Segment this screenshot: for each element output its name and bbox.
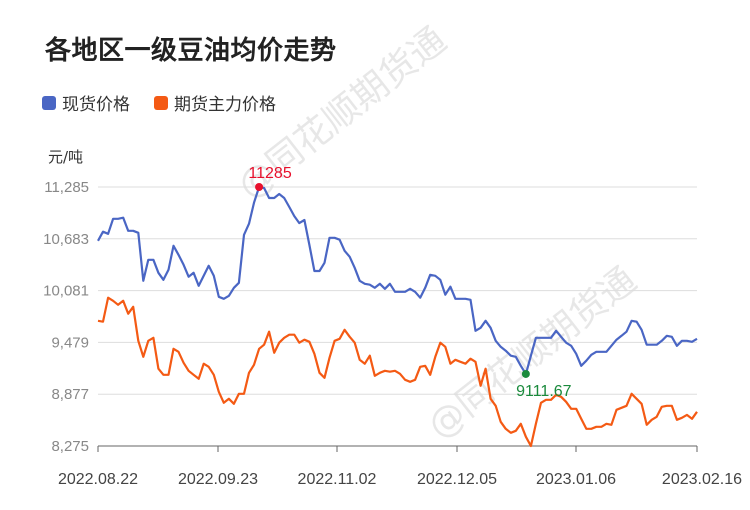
annotations: 11285 9111.67 xyxy=(248,165,571,400)
legend-swatch-spot xyxy=(42,95,56,110)
legend: 现货价格 期货主力价格 xyxy=(42,90,300,115)
x-axis: 2022.08.22 2022.09.23 2022.11.02 2022.12.05… xyxy=(58,445,742,488)
max-point-label: 11285 xyxy=(248,165,291,182)
legend-label-futures: 期货主力价格 xyxy=(174,95,276,115)
y-axis-unit: 元/吨 xyxy=(48,148,84,166)
x-tick-label: 2022.12.05 xyxy=(417,471,497,488)
legend-item-spot-price[interactable]: 现货价格 xyxy=(42,90,130,115)
y-tick-label: 11,285 xyxy=(44,179,89,196)
x-tick-label: 2022.09.23 xyxy=(178,471,258,488)
chart-title: 各地区一级豆油均价走势 xyxy=(45,36,337,66)
y-tick-label: 8,877 xyxy=(51,386,89,403)
x-tick-label: 2023.01.06 xyxy=(536,471,616,488)
y-tick-label: 10,683 xyxy=(43,231,89,248)
min-point-label: 9111.67 xyxy=(516,383,572,400)
spot-price-line xyxy=(97,185,698,376)
watermark: @同花顺期货通@同花顺期货通 xyxy=(230,20,644,447)
min-point-marker xyxy=(521,369,530,378)
x-tick-label: 2023.02.16 xyxy=(662,471,742,488)
futures-price-line xyxy=(97,296,698,448)
x-tick-label: 2022.11.02 xyxy=(298,471,377,488)
y-tick-label: 8,275 xyxy=(51,438,89,455)
legend-swatch-futures xyxy=(154,95,168,110)
y-tick-label: 10,081 xyxy=(43,283,89,300)
y-axis-ticks: 11,285 10,683 10,081 9,479 8,877 8,275 xyxy=(43,179,89,455)
legend-item-futures-price[interactable]: 期货主力价格 xyxy=(154,90,276,115)
x-tick-label: 2022.08.22 xyxy=(58,471,138,488)
max-point-marker xyxy=(255,183,264,191)
grid-lines xyxy=(98,186,697,395)
y-tick-label: 9,479 xyxy=(51,334,89,351)
legend-label-spot: 现货价格 xyxy=(62,95,130,115)
